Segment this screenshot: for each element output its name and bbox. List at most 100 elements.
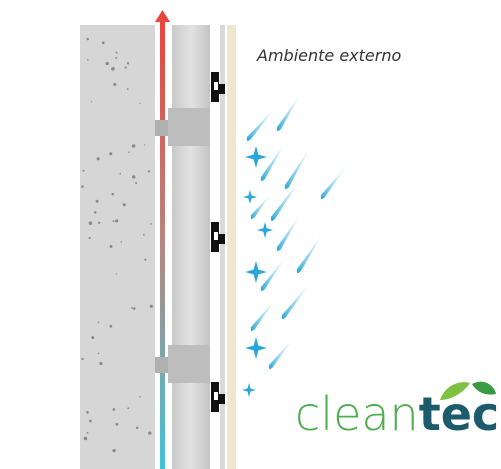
speckle (115, 219, 119, 223)
speckle (127, 407, 130, 410)
speckle (148, 431, 152, 435)
clip-inner (214, 232, 218, 240)
rain-drop (260, 258, 285, 292)
speckle (86, 37, 89, 41)
speckle (99, 361, 103, 366)
anchor (155, 120, 168, 136)
clips (211, 72, 225, 412)
speckle (97, 352, 100, 354)
speckle (97, 221, 101, 225)
speckle (139, 102, 141, 105)
speckle (124, 66, 127, 69)
rain (242, 95, 345, 397)
clip-inner (214, 82, 218, 90)
speckle (88, 221, 93, 225)
speckle (113, 82, 117, 86)
bracket (168, 108, 210, 146)
logo-light: clean (295, 387, 419, 441)
sparkle (245, 261, 267, 283)
rain-drop (276, 215, 300, 252)
speckle (95, 199, 99, 203)
panel-edge (220, 25, 225, 469)
speckle (96, 157, 100, 161)
speckle (131, 307, 134, 309)
facade-panel (227, 25, 236, 469)
speckle (144, 258, 147, 261)
logo: cleantec (295, 381, 499, 441)
speckle (109, 152, 113, 156)
arrow-head (155, 10, 170, 22)
speckle (147, 170, 150, 173)
speckle (143, 233, 145, 236)
speckle (86, 411, 89, 414)
speckle (150, 222, 152, 225)
speckle (86, 432, 89, 434)
speckle (82, 169, 85, 172)
speckle (81, 185, 84, 188)
speckle (133, 307, 136, 310)
air-flow-arrow (160, 22, 165, 469)
speckle (126, 88, 129, 91)
speckle (86, 58, 89, 61)
speckle (135, 181, 138, 185)
logo-bold: tec (419, 387, 499, 441)
speckle (93, 211, 97, 214)
caption: Ambiente externo (256, 46, 401, 65)
speckle (115, 273, 118, 275)
speckle (109, 324, 113, 328)
concrete-wall (80, 25, 155, 469)
rain-drop (268, 340, 292, 370)
speckle (112, 408, 116, 411)
speckle (88, 236, 91, 240)
speckle (112, 220, 115, 223)
rain-drop (260, 143, 285, 182)
speckle (132, 175, 136, 179)
speckle (120, 241, 123, 243)
speckle (109, 245, 113, 248)
rain-drop (246, 108, 275, 142)
speckle (122, 203, 126, 207)
speckle (119, 172, 122, 175)
rain-drop (296, 235, 322, 274)
speckle (115, 56, 118, 59)
speckle (81, 357, 84, 361)
sparkle (245, 337, 267, 359)
sparkle (257, 222, 273, 238)
speckle (149, 304, 153, 308)
logo-leaf (472, 381, 496, 395)
sparkle (243, 190, 257, 204)
anchor (155, 357, 168, 373)
speckle (112, 449, 116, 453)
speckle (139, 396, 141, 398)
speckle (91, 336, 95, 340)
rain-drop (250, 195, 270, 220)
speckle (111, 192, 115, 196)
bracket (168, 345, 210, 383)
speckle (128, 151, 130, 153)
speckle (131, 144, 136, 148)
speckle (126, 62, 130, 65)
speckle (115, 422, 119, 426)
vertical-rail (172, 25, 210, 469)
speckle (135, 426, 139, 430)
speckle (83, 436, 88, 441)
rain-drop (320, 168, 345, 200)
wall-texture (81, 37, 153, 453)
logo-leaf (440, 382, 470, 400)
speckle (144, 144, 146, 146)
clip-inner (214, 392, 218, 400)
speckle (90, 100, 93, 103)
speckle (115, 51, 118, 54)
logo-text: cleantec (295, 387, 499, 441)
speckle (97, 321, 100, 324)
sparkle (245, 146, 267, 168)
rain-drop (281, 283, 310, 320)
rain-drop (276, 95, 300, 132)
speckle (105, 61, 109, 66)
sparkle (242, 383, 256, 397)
speckle (111, 67, 115, 71)
rain-drop (250, 300, 275, 332)
speckle (101, 41, 105, 45)
rain-drop (270, 180, 300, 222)
